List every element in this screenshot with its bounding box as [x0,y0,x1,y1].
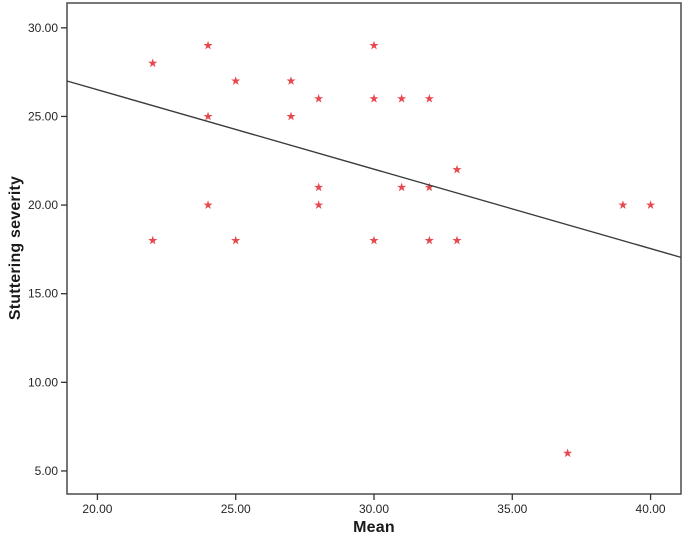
data-point-marker [369,93,379,103]
x-axis-label: Mean [353,519,395,536]
y-tick-label: 25.00 [28,109,58,123]
data-point-marker [148,58,158,68]
data-point-marker [203,40,213,50]
data-point-marker [314,182,324,192]
data-point-marker [424,182,434,192]
data-point-marker [314,93,324,103]
data-point-marker [314,200,324,209]
x-tick-label: 30.00 [359,502,389,516]
x-tick-label: 20.00 [82,502,112,516]
y-tick-label: 20.00 [28,198,58,212]
data-point-marker [203,200,213,209]
plot-frame [66,2,682,495]
data-point-marker [452,235,462,245]
x-tick-label: 25.00 [221,502,251,516]
data-point-marker [424,93,434,103]
data-point-marker [286,76,296,85]
data-point-marker [203,111,213,121]
data-point-marker [424,235,434,245]
data-point-marker [231,76,241,85]
data-point-marker [369,40,379,50]
data-point-marker [646,200,656,209]
y-tick-label: 5.00 [35,464,59,478]
y-tick-label: 10.00 [28,375,58,389]
x-tick-label: 35.00 [497,502,527,516]
data-point-marker [231,235,241,245]
x-tick-label: 40.00 [636,502,666,516]
data-point-marker [148,235,158,245]
data-point-marker [452,164,462,174]
data-point-marker [286,111,296,121]
y-axis-label: Stuttering severity [7,175,24,321]
data-point-marker [397,93,407,103]
data-point-marker [618,200,628,209]
data-point-marker [397,182,407,192]
y-tick-label: 15.00 [28,287,58,301]
trend-line [66,80,682,259]
y-tick-label: 30.00 [28,21,58,35]
data-point-marker [563,448,573,458]
data-point-marker [369,235,379,245]
